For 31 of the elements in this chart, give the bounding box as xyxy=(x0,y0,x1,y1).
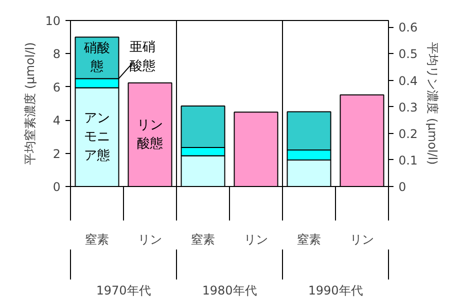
y-tick-label: 2 xyxy=(52,146,61,161)
y-tick-label: 8 xyxy=(52,47,61,62)
y-tick-label: 0 xyxy=(52,180,61,194)
y-tick-label: 4 xyxy=(52,114,61,128)
series-label: リン酸態 xyxy=(137,118,163,152)
bar xyxy=(234,112,278,186)
y2-tick-label: 0.4 xyxy=(398,74,418,88)
x-tick-label: 窒素 xyxy=(297,232,321,246)
y2-tick-label: 0.3 xyxy=(398,100,418,114)
x-tick-label: リン xyxy=(244,232,268,246)
text: 1970年代 xyxy=(96,284,151,298)
y2-tick-label: 0.6 xyxy=(398,20,418,35)
x-tick-label: 窒素 xyxy=(191,232,215,246)
text: 1980年代 xyxy=(202,284,257,298)
x-tick-label: 窒素 xyxy=(85,232,109,246)
y2-tick-label: 0.2 xyxy=(398,126,418,141)
y2-tick-label: 0 xyxy=(398,180,406,194)
series-label: 亜硝酸態 xyxy=(130,40,156,74)
series-label: 硝酸態 xyxy=(83,40,110,75)
x-tick-label: リン xyxy=(138,232,162,246)
series-label: アンモニア態 xyxy=(84,110,110,164)
bar xyxy=(340,94,384,186)
y-axis-title: 平均窒素濃度 (μmol/l) xyxy=(23,42,38,165)
y-tick-label: 10 xyxy=(45,14,61,28)
bar xyxy=(128,82,172,186)
y-tick-label: 6 xyxy=(52,80,61,94)
y2-tick-label: 0.5 xyxy=(398,47,418,62)
y2-axis-title: 平均リン濃度 (μmol/l) xyxy=(426,42,440,165)
text: 1990年代 xyxy=(308,284,363,298)
y2-tick-label: 0.1 xyxy=(398,153,418,168)
x-tick-label: リン xyxy=(350,232,374,246)
